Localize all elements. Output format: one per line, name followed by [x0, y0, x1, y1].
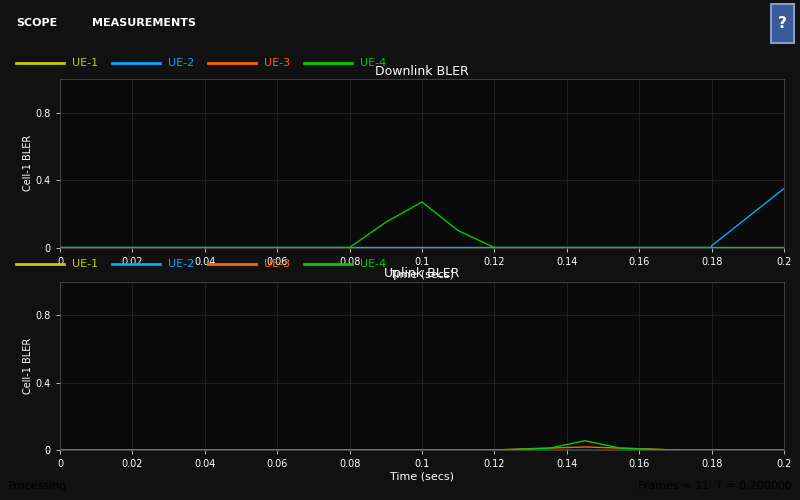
Text: Processing: Processing — [8, 481, 67, 491]
Y-axis label: Cell-1 BLER: Cell-1 BLER — [23, 135, 33, 192]
Text: SCOPE: SCOPE — [16, 18, 58, 28]
Title: Uplink BLER: Uplink BLER — [384, 268, 460, 280]
Text: UE-1: UE-1 — [72, 259, 98, 269]
Text: UE-3: UE-3 — [264, 259, 290, 269]
Text: ?: ? — [778, 16, 787, 31]
Text: Frames = 11  T = 0.200000: Frames = 11 T = 0.200000 — [638, 481, 792, 491]
Text: UE-1: UE-1 — [72, 58, 98, 68]
Text: MEASUREMENTS: MEASUREMENTS — [92, 18, 196, 28]
Text: UE-4: UE-4 — [360, 259, 386, 269]
Y-axis label: Cell-1 BLER: Cell-1 BLER — [23, 338, 33, 394]
Text: UE-4: UE-4 — [360, 58, 386, 68]
Text: UE-2: UE-2 — [168, 58, 194, 68]
Text: UE-2: UE-2 — [168, 259, 194, 269]
FancyBboxPatch shape — [771, 4, 794, 43]
X-axis label: Time (secs): Time (secs) — [390, 472, 454, 482]
Title: Downlink BLER: Downlink BLER — [375, 65, 469, 78]
Text: UE-3: UE-3 — [264, 58, 290, 68]
X-axis label: Time (secs): Time (secs) — [390, 270, 454, 280]
